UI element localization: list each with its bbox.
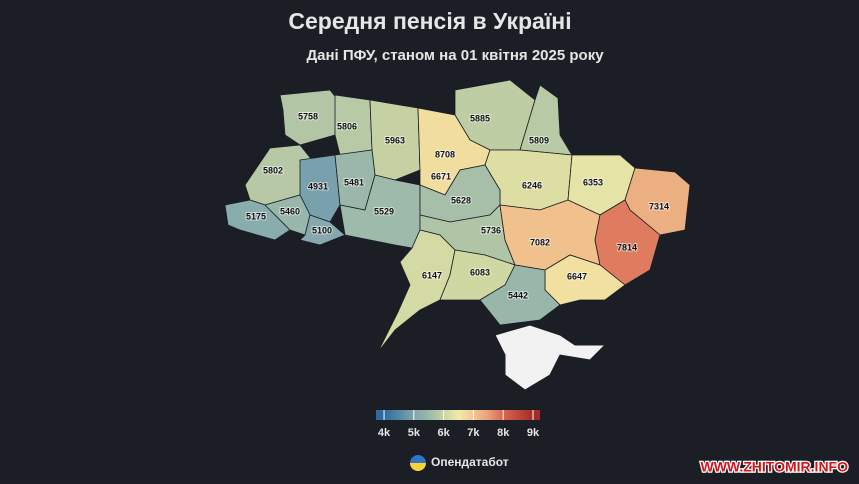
- region-value: 6246: [522, 180, 542, 190]
- value-labels: 5758 5806 5963 5885 5809 8708 5802 4931 5481 6671…: [245, 110, 670, 301]
- region-value: 5100: [312, 225, 332, 235]
- title: Середня пенсія в Україні: [288, 8, 571, 34]
- region-value: 5442: [508, 290, 528, 300]
- region: [377, 229, 456, 353]
- region-value: 7082: [530, 237, 550, 247]
- legend-bar: [376, 410, 540, 420]
- region-value: 5481: [344, 177, 364, 187]
- region-value: 6671: [431, 171, 451, 181]
- region-value: 5802: [263, 165, 283, 175]
- watermark: WWW.ZHITOMIR.INFO: [701, 459, 849, 475]
- region: [499, 199, 601, 271]
- region-value: 7314: [649, 201, 669, 211]
- region-value: 6147: [422, 270, 442, 280]
- region-value: 5963: [385, 135, 405, 145]
- source: Опендатабот: [431, 455, 509, 469]
- source-icon-half: [410, 463, 426, 471]
- region-value: 6353: [583, 177, 603, 187]
- region-value: 5460: [280, 206, 300, 216]
- subtitle: Дані ПФУ, станом на 01 квітня 2025 року: [306, 47, 604, 64]
- legend: 4k 5k 6k 7k 8k 9k: [376, 410, 540, 439]
- crimea: [494, 324, 607, 391]
- region-value: 8708: [435, 149, 455, 159]
- region-value: 6647: [567, 271, 587, 281]
- region-value: 5628: [451, 195, 471, 205]
- region: [279, 89, 339, 146]
- legend-tick-label: 4k: [378, 427, 391, 439]
- region-value: 4931: [308, 181, 328, 191]
- legend-tick-label: 9k: [527, 427, 540, 439]
- legend-tick-label: 5k: [408, 427, 421, 439]
- regions: [224, 79, 691, 353]
- region: [479, 264, 561, 326]
- region-value: 5806: [337, 121, 357, 131]
- region-value: 7814: [617, 242, 637, 252]
- region: [224, 199, 291, 241]
- region-value: 6083: [470, 267, 490, 277]
- region-value: 5885: [470, 113, 490, 123]
- legend-tick-label: 8k: [497, 427, 510, 439]
- legend-tick-label: 7k: [467, 427, 480, 439]
- region-value: 5736: [481, 225, 501, 235]
- legend-tick-label: 6k: [438, 427, 451, 439]
- region: [594, 199, 661, 286]
- region-value: 5809: [529, 135, 549, 145]
- region: [299, 214, 346, 246]
- region-value: 5529: [374, 206, 394, 216]
- region-value: 5758: [298, 111, 318, 121]
- region-value: 5175: [246, 211, 266, 221]
